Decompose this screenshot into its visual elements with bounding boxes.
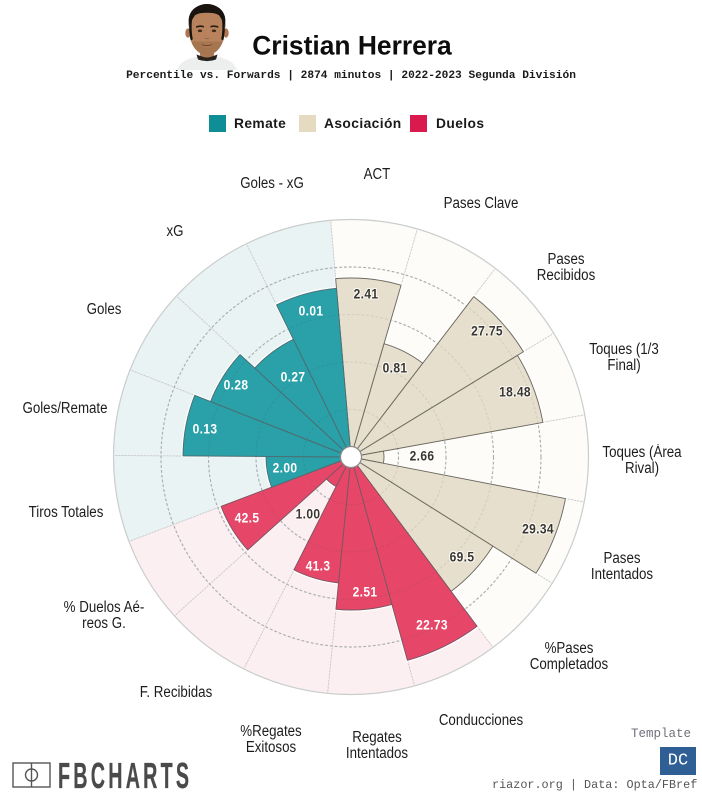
svg-text:FBCHARTS: FBCHARTS [58,756,192,797]
